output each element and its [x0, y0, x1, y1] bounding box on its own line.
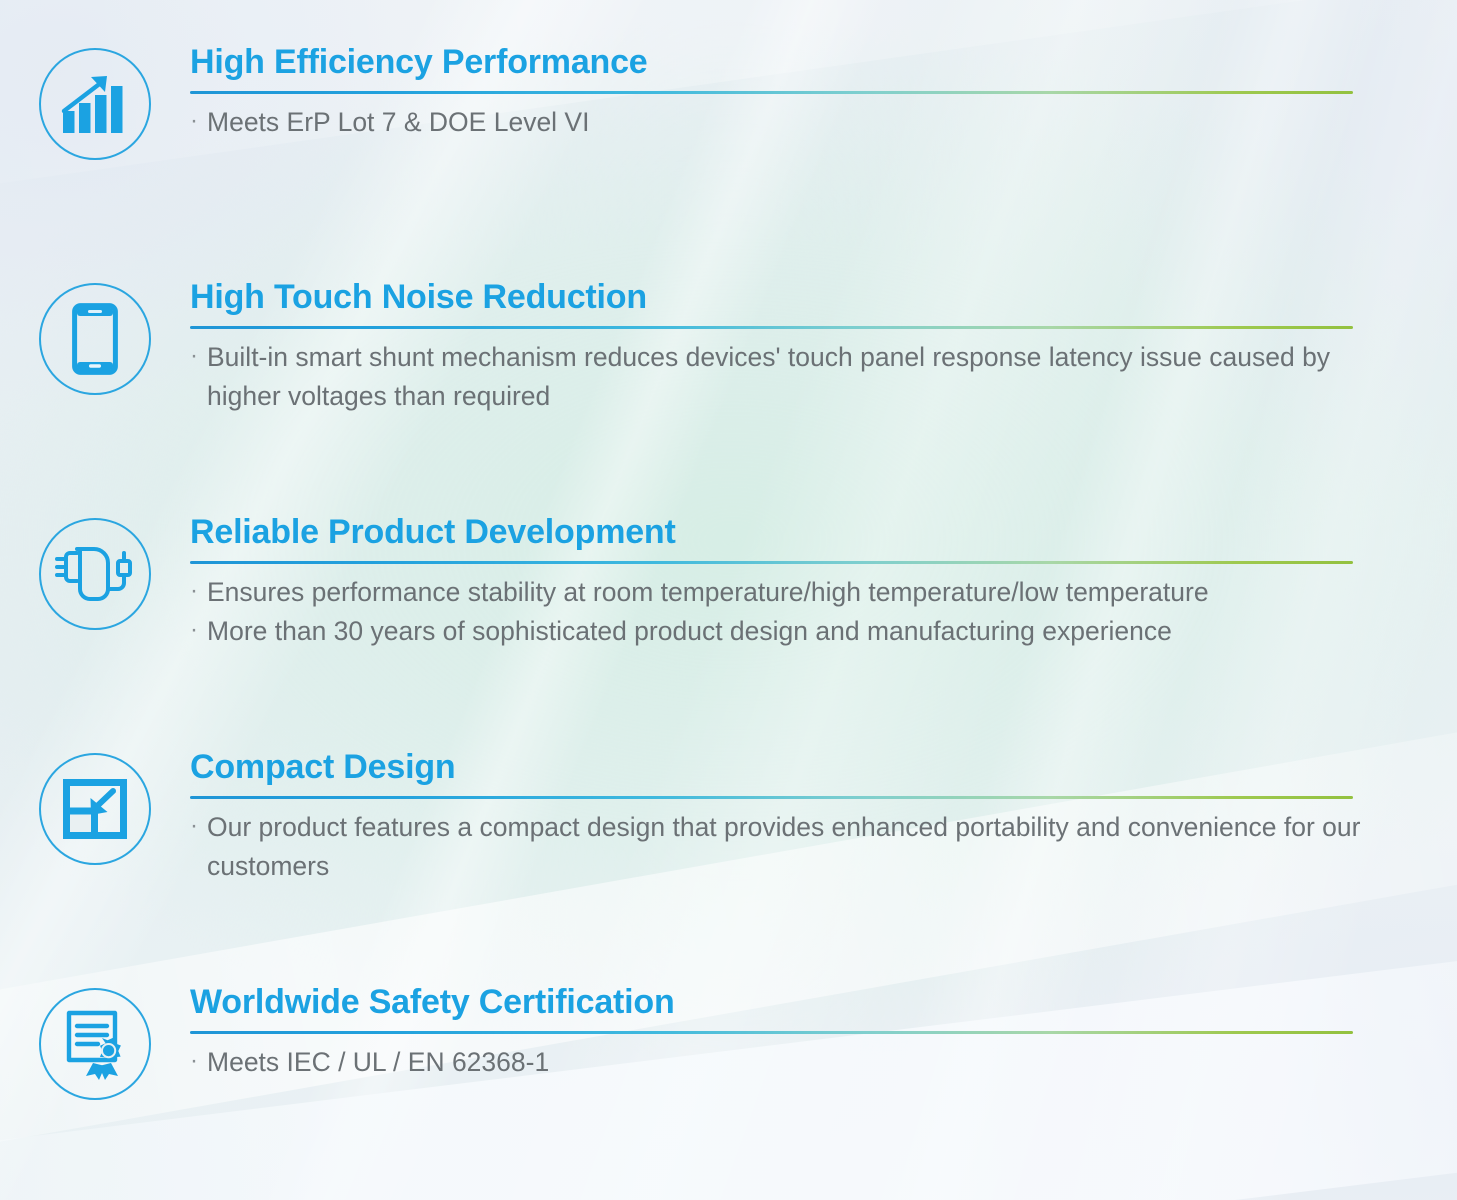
feature-bullet: · Our product features a compact design … — [190, 808, 1377, 885]
feature-title: Reliable Product Development — [190, 513, 676, 551]
feature-item: High Efficiency Performance · Meets ErP … — [0, 44, 1457, 160]
bullet-text: Built-in smart shunt mechanism reduces d… — [207, 342, 1331, 411]
bullet-marker: · — [190, 107, 198, 135]
feature-icon-wrap — [0, 44, 190, 160]
bullet-marker: · — [190, 342, 198, 370]
feature-bullets: · Built-in smart shunt mechanism reduces… — [190, 338, 1377, 415]
bullet-marker: · — [190, 1047, 198, 1075]
feature-body: High Efficiency Performance · Meets ErP … — [190, 44, 1457, 142]
feature-body: Compact Design · Our product features a … — [190, 749, 1457, 885]
growth-chart-icon — [39, 48, 151, 160]
feature-item: Reliable Product Development · Ensures p… — [0, 514, 1457, 650]
feature-bullets: · Meets IEC / UL / EN 62368-1 — [190, 1043, 1377, 1082]
bullet-text: More than 30 years of sophisticated prod… — [207, 615, 1172, 646]
feature-item: Worldwide Safety Certification · Meets I… — [0, 984, 1457, 1100]
feature-divider — [190, 796, 1353, 800]
feature-bullet: · Meets IEC / UL / EN 62368-1 — [190, 1043, 1377, 1082]
feature-body: High Touch Noise Reduction · Built-in sm… — [190, 279, 1457, 415]
feature-divider — [190, 1031, 1353, 1035]
feature-divider — [190, 326, 1353, 330]
feature-title: Worldwide Safety Certification — [190, 983, 675, 1021]
feature-item: High Touch Noise Reduction · Built-in sm… — [0, 279, 1457, 415]
feature-item: Compact Design · Our product features a … — [0, 749, 1457, 885]
feature-bullet: · Meets ErP Lot 7 & DOE Level VI — [190, 103, 1377, 142]
feature-body: Reliable Product Development · Ensures p… — [190, 514, 1457, 650]
feature-icon-wrap — [0, 514, 190, 630]
feature-icon-wrap — [0, 749, 190, 865]
bullet-text: Meets ErP Lot 7 & DOE Level VI — [207, 107, 590, 138]
feature-title: High Touch Noise Reduction — [190, 278, 647, 316]
bullet-marker: · — [190, 615, 198, 643]
bullet-text: Our product features a compact design th… — [207, 812, 1361, 881]
feature-divider — [190, 561, 1353, 565]
feature-title: High Efficiency Performance — [190, 43, 648, 81]
bullet-marker: · — [190, 577, 198, 605]
feature-bullets: · Ensures performance stability at room … — [190, 573, 1377, 650]
compact-resize-icon — [39, 753, 151, 865]
bullet-marker: · — [190, 812, 198, 840]
smartphone-icon — [39, 283, 151, 395]
feature-bullet: · Ensures performance stability at room … — [190, 573, 1377, 612]
certificate-seal-icon — [39, 988, 151, 1100]
bullet-text: Ensures performance stability at room te… — [207, 577, 1209, 608]
power-adapter-icon — [39, 518, 151, 630]
feature-bullets: · Our product features a compact design … — [190, 808, 1377, 885]
feature-bullet: · More than 30 years of sophisticated pr… — [190, 612, 1377, 651]
feature-divider — [190, 91, 1353, 95]
feature-icon-wrap — [0, 279, 190, 395]
feature-body: Worldwide Safety Certification · Meets I… — [190, 984, 1457, 1082]
feature-icon-wrap — [0, 984, 190, 1100]
feature-bullet: · Built-in smart shunt mechanism reduces… — [190, 338, 1377, 415]
feature-bullets: · Meets ErP Lot 7 & DOE Level VI — [190, 103, 1377, 142]
feature-title: Compact Design — [190, 748, 456, 786]
bullet-text: Meets IEC / UL / EN 62368-1 — [207, 1047, 550, 1078]
